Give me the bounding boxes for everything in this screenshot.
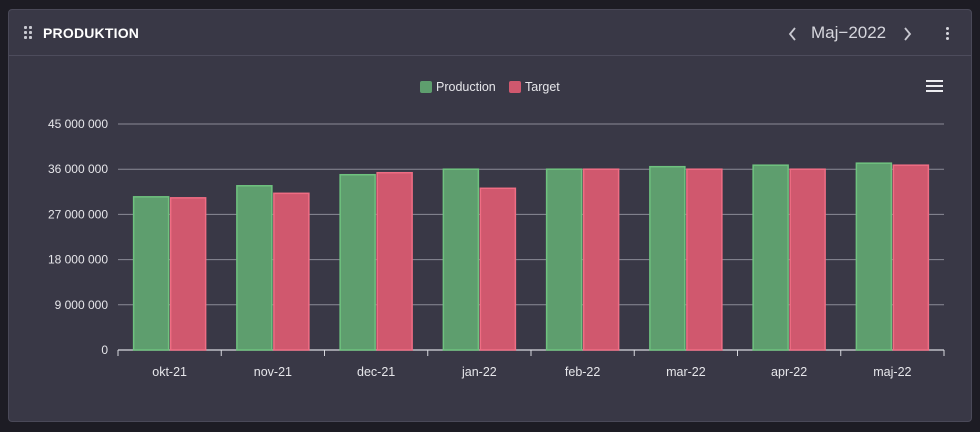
target-bar [892, 164, 930, 351]
target-bar [273, 192, 310, 351]
target-bar [479, 187, 517, 351]
x-tick-label: maj-22 [873, 365, 911, 379]
more-vertical-icon[interactable] [939, 23, 955, 43]
production-bar [649, 165, 686, 351]
production-bar [442, 168, 480, 351]
production-bar [855, 162, 893, 351]
x-tick-label: apr-22 [771, 365, 807, 379]
y-tick-label: 9 000 000 [55, 298, 109, 312]
period-label: Maj−2022 [811, 23, 887, 42]
target-bar [169, 197, 207, 351]
production-bar [545, 168, 583, 351]
x-tick-label: jan-22 [461, 365, 497, 379]
production-bar [752, 164, 789, 351]
x-tick-label: nov-21 [254, 365, 292, 379]
legend-swatch-production [420, 81, 432, 93]
x-tick-label: dec-21 [357, 365, 395, 379]
x-tick-label: okt-21 [152, 365, 187, 379]
y-tick-label: 0 [101, 343, 108, 357]
production-bar [236, 185, 273, 351]
legend-label-production: Production [436, 80, 496, 94]
chevron-left-icon [788, 27, 796, 41]
previous-period-button[interactable] [783, 20, 805, 46]
chevron-right-icon [904, 27, 912, 41]
target-bar [789, 168, 826, 351]
x-tick-label: feb-22 [565, 365, 600, 379]
drag-handle-icon[interactable] [24, 26, 34, 40]
y-tick-label: 27 000 000 [48, 207, 108, 221]
next-period-button[interactable] [897, 20, 919, 46]
production-bar [339, 173, 376, 351]
legend-label-target: Target [525, 80, 560, 94]
card-title: PRODUKTION [43, 25, 140, 41]
y-tick-label: 18 000 000 [48, 253, 108, 267]
legend-swatch-target [509, 81, 521, 93]
x-tick-label: mar-22 [666, 365, 706, 379]
production-bar [132, 196, 170, 351]
target-bar [686, 168, 723, 351]
y-tick-label: 36 000 000 [48, 162, 108, 176]
card-header: PRODUKTION Maj−2022 [9, 10, 971, 56]
target-bar [582, 168, 620, 351]
target-bar [376, 171, 413, 351]
chart-plot-area: 0 9 000 000 18 000 000 27 000 000 36 000 000… [48, 117, 945, 379]
chart-legend: Production Target [9, 80, 971, 96]
y-tick-label: 45 000 000 [48, 117, 108, 131]
hamburger-menu-icon[interactable] [926, 80, 944, 94]
